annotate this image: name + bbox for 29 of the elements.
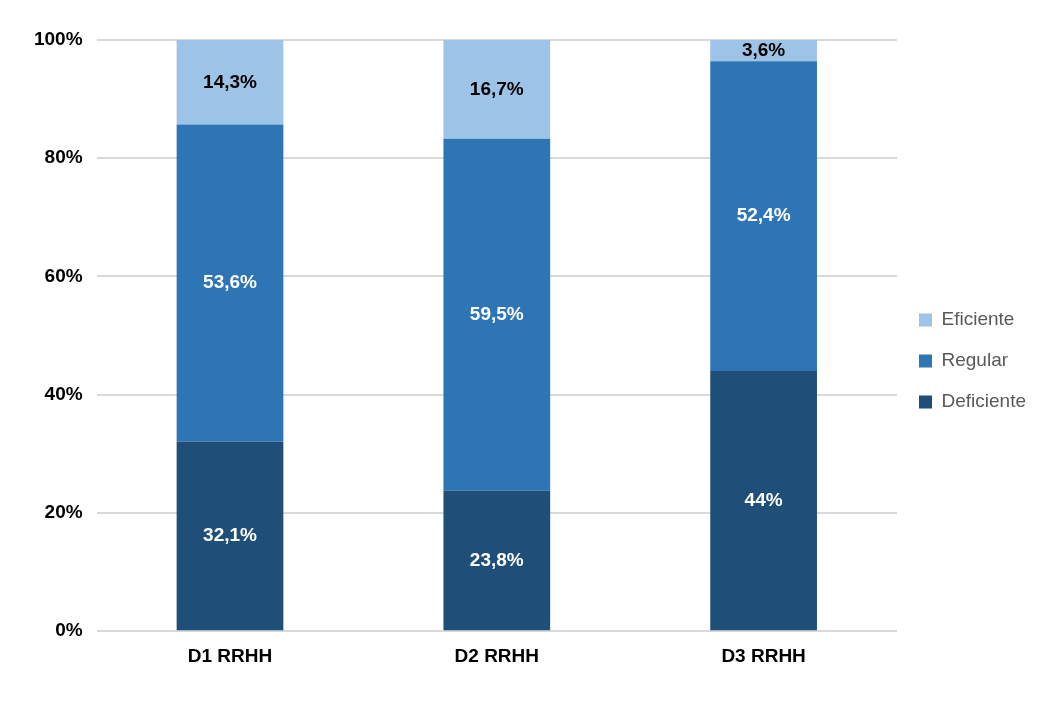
data-label: 3,6%	[741, 38, 786, 60]
legend-label: Regular	[941, 349, 1009, 371]
x-tick-label: D3 RRHH	[721, 644, 806, 666]
data-label: 52,4%	[736, 204, 791, 226]
data-label: 53,6%	[203, 271, 258, 293]
y-tick-label: 20%	[44, 501, 83, 523]
bar	[176, 124, 284, 442]
x-tick-label: D1 RRHH	[187, 644, 273, 666]
bar	[176, 441, 284, 631]
bar	[443, 138, 551, 491]
y-tick-label: 40%	[44, 382, 83, 404]
bar	[443, 490, 551, 631]
bar	[710, 61, 817, 372]
y-tick-label: 0%	[55, 619, 83, 641]
data-label: 32,1%	[203, 524, 258, 546]
bar	[443, 40, 551, 139]
x-tick-label: D2 RRHH	[454, 644, 540, 666]
y-tick-label: 60%	[44, 264, 83, 286]
data-label: 14,3%	[203, 70, 258, 92]
bar	[176, 40, 284, 125]
data-label: 23,8%	[469, 548, 524, 570]
bar	[710, 371, 817, 631]
legend-label: Deficiente	[941, 390, 1027, 412]
y-tick-label: 100%	[33, 28, 83, 50]
data-label: 59,5%	[469, 302, 524, 324]
data-label: 44%	[744, 488, 783, 510]
legend-label: Eficiente	[941, 308, 1015, 330]
data-label: 16,7%	[469, 77, 524, 99]
y-tick-label: 80%	[44, 146, 83, 168]
